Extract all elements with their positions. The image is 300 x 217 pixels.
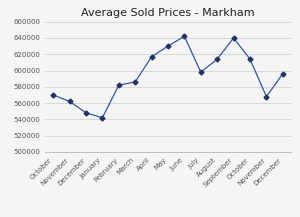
Title: Average Sold Prices - Markham: Average Sold Prices - Markham bbox=[81, 8, 255, 18]
